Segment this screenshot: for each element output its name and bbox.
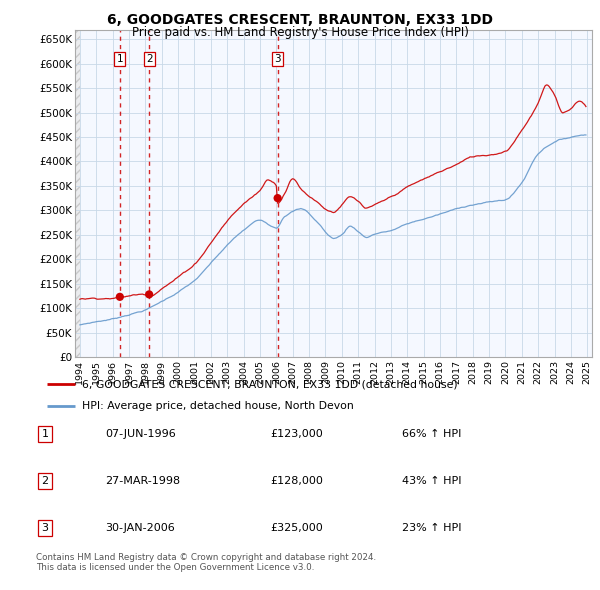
Text: 23% ↑ HPI: 23% ↑ HPI — [402, 523, 461, 533]
Point — [115, 292, 125, 301]
Text: 2: 2 — [41, 476, 49, 486]
Text: £123,000: £123,000 — [270, 429, 323, 438]
Text: Price paid vs. HM Land Registry's House Price Index (HPI): Price paid vs. HM Land Registry's House … — [131, 26, 469, 39]
Text: 30-JAN-2006: 30-JAN-2006 — [105, 523, 175, 533]
Point — [273, 194, 283, 203]
Text: 6, GOODGATES CRESCENT, BRAUNTON, EX33 1DD: 6, GOODGATES CRESCENT, BRAUNTON, EX33 1D… — [107, 13, 493, 27]
Text: 3: 3 — [274, 54, 281, 64]
Text: £128,000: £128,000 — [270, 476, 323, 486]
Text: 3: 3 — [41, 523, 49, 533]
Text: 66% ↑ HPI: 66% ↑ HPI — [402, 429, 461, 438]
Text: 27-MAR-1998: 27-MAR-1998 — [105, 476, 180, 486]
Text: 1: 1 — [41, 429, 49, 438]
Text: HPI: Average price, detached house, North Devon: HPI: Average price, detached house, Nort… — [82, 401, 354, 411]
Point — [145, 290, 154, 299]
Text: This data is licensed under the Open Government Licence v3.0.: This data is licensed under the Open Gov… — [36, 563, 314, 572]
Text: 2: 2 — [146, 54, 152, 64]
Text: Contains HM Land Registry data © Crown copyright and database right 2024.: Contains HM Land Registry data © Crown c… — [36, 553, 376, 562]
Bar — [75, 30, 80, 357]
Text: 43% ↑ HPI: 43% ↑ HPI — [402, 476, 461, 486]
Text: 07-JUN-1996: 07-JUN-1996 — [105, 429, 176, 438]
Text: 1: 1 — [116, 54, 123, 64]
Text: £325,000: £325,000 — [270, 523, 323, 533]
Text: 6, GOODGATES CRESCENT, BRAUNTON, EX33 1DD (detached house): 6, GOODGATES CRESCENT, BRAUNTON, EX33 1D… — [82, 379, 458, 389]
